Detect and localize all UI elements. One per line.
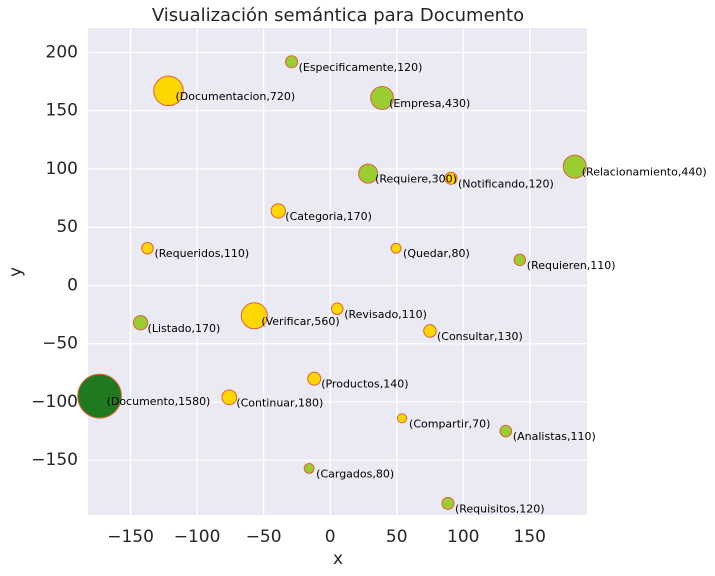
bubble bbox=[562, 154, 587, 179]
point-label: (Consultar,130) bbox=[437, 330, 523, 343]
point-label: (Relacionamiento,440) bbox=[582, 166, 707, 179]
bubble bbox=[423, 324, 437, 338]
bubble bbox=[358, 163, 379, 184]
point-label: (Verificar,560) bbox=[261, 315, 339, 328]
bubble bbox=[303, 462, 315, 474]
bubble bbox=[390, 242, 402, 254]
y-tick-label: 50 bbox=[56, 217, 78, 237]
y-tick-label: 200 bbox=[46, 42, 78, 62]
bubble bbox=[270, 203, 286, 219]
bubble bbox=[77, 373, 122, 419]
point-label: (Analistas,110) bbox=[513, 430, 596, 443]
point-label: (Productos,140) bbox=[321, 378, 408, 391]
point-label: (Especificamente,120) bbox=[299, 61, 423, 74]
bubble bbox=[153, 75, 184, 107]
x-tick-label: −50 bbox=[246, 527, 282, 547]
bubble bbox=[221, 389, 238, 406]
point-label: (Requisitos,120) bbox=[455, 502, 545, 515]
point-label: (Empresa,430) bbox=[389, 97, 470, 110]
x-tick-label: 150 bbox=[514, 527, 546, 547]
point-label: (Listado,170) bbox=[148, 322, 221, 335]
x-axis-label: x bbox=[333, 549, 343, 569]
point-label: (Cargados,80) bbox=[316, 467, 394, 480]
y-axis-label: y bbox=[6, 267, 26, 277]
point-label: (Categoria,170) bbox=[285, 210, 372, 223]
point-label: (Quedar,80) bbox=[403, 247, 470, 260]
point-label: (Compartir,70) bbox=[409, 417, 490, 430]
bubble bbox=[330, 302, 344, 316]
point-label: (Documentacion,720) bbox=[176, 90, 296, 103]
point-label: (Notificando,120) bbox=[458, 177, 554, 190]
bubble bbox=[396, 413, 408, 424]
point-label: (Revisado,110) bbox=[344, 308, 427, 321]
bubble bbox=[240, 302, 268, 330]
x-tick-label: −100 bbox=[174, 527, 221, 547]
y-tick-label: 100 bbox=[46, 159, 78, 179]
point-label: (Requieren,110) bbox=[527, 259, 616, 272]
y-tick-label: 0 bbox=[67, 275, 78, 295]
y-tick-label: 150 bbox=[46, 101, 78, 121]
bubble bbox=[441, 496, 455, 510]
x-tick-label: 100 bbox=[447, 527, 479, 547]
point-label: (Documento,1580) bbox=[107, 395, 211, 408]
y-tick-label: −150 bbox=[31, 450, 78, 470]
bubble bbox=[499, 424, 513, 438]
bubble bbox=[132, 315, 149, 331]
point-label: (Continuar,180) bbox=[236, 396, 323, 409]
y-tick-label: −100 bbox=[31, 392, 78, 412]
point-label: (Requiere,300) bbox=[375, 173, 457, 186]
bubble bbox=[285, 55, 299, 69]
x-tick-label: 0 bbox=[325, 527, 336, 547]
point-label: (Requeridos,110) bbox=[154, 247, 249, 260]
bubble bbox=[141, 241, 154, 255]
x-tick-label: 50 bbox=[386, 527, 408, 547]
bubble bbox=[444, 171, 458, 185]
x-tick-label: −150 bbox=[107, 527, 154, 547]
bubble bbox=[370, 85, 394, 110]
bubble bbox=[307, 371, 322, 386]
y-tick-label: −50 bbox=[42, 334, 78, 354]
grid bbox=[88, 28, 587, 515]
chart-title: Visualización semántica para Documento bbox=[152, 5, 524, 26]
bubble bbox=[513, 253, 527, 267]
